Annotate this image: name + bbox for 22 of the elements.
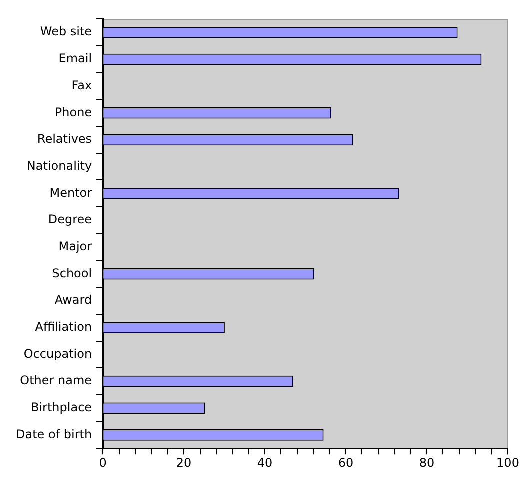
x-tick-label: 0 (99, 456, 107, 470)
y-tick-label: School (52, 266, 92, 280)
y-tick-label: Affiliation (35, 320, 92, 334)
y-tick-label: Date of birth (16, 427, 92, 442)
y-tick-label: Email (58, 52, 92, 66)
y-tick-label: Other name (20, 374, 92, 388)
y-tick-label: Relatives (37, 132, 92, 146)
y-tick-label: Occupation (24, 346, 92, 361)
y-tick-label: Nationality (26, 158, 92, 173)
y-tick-label: Web site (40, 24, 92, 39)
y-tick-label: Birthplace (30, 400, 92, 414)
y-tick-label: Award (54, 293, 92, 308)
x-tick-label: 40 (257, 456, 273, 470)
x-tick-label: 80 (419, 456, 435, 470)
y-tick-label: Fax (72, 78, 92, 92)
y-tick-label: Degree (48, 212, 92, 227)
y-tick-label: Major (58, 239, 92, 254)
x-tick-label: 20 (176, 456, 192, 470)
x-tick-label: 60 (338, 456, 354, 470)
y-tick-label: Mentor (50, 186, 92, 200)
y-tick-label: Phone (54, 105, 92, 120)
x-tick-label: 100 (496, 456, 520, 470)
